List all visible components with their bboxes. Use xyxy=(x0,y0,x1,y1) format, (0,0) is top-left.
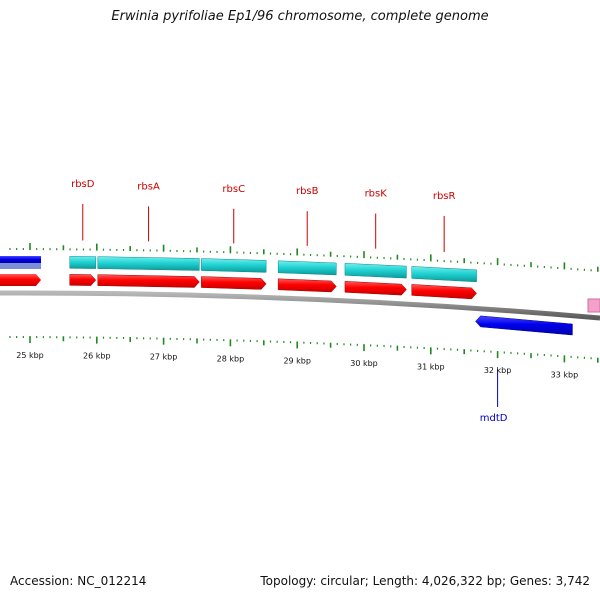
gene-label-rbsB: rbsB xyxy=(296,186,319,197)
map-title: Erwinia pyrifoliae Ep1/96 chromosome, co… xyxy=(111,9,489,24)
forward-gene-rbsB xyxy=(277,278,337,293)
scale-label-layer: 25 kbp 26 kbp 27 kbp 28 kbp 29 kbp 30 kbp 31 k… xyxy=(16,351,578,379)
scale-label: 26 kbp xyxy=(83,352,111,361)
gene-label-rbsR: rbsR xyxy=(433,191,456,202)
partial-reverse-cds-band xyxy=(0,263,41,269)
partial-reverse-gene xyxy=(0,256,41,263)
scale-label: 27 kbp xyxy=(150,353,178,362)
cds-band-rbsR xyxy=(411,266,477,283)
gene-label-layer: rbsD rbsA rbsC rbsB rbsK rbsR mdtD xyxy=(71,179,508,424)
cds-band-layer xyxy=(69,256,477,283)
forward-gene-rbsC xyxy=(201,276,267,290)
cds-band-rbsB xyxy=(277,260,337,276)
scale-label: 30 kbp xyxy=(350,359,378,368)
genome-stats: Topology: circularLength: 4,026,322 bpGe… xyxy=(260,574,590,588)
forward-gene-rbsD xyxy=(69,274,97,286)
partial-pink-feature xyxy=(587,298,600,313)
length-text: Length: 4,026,322 bp xyxy=(365,574,502,588)
topology-text: Topology: circular xyxy=(260,574,365,588)
gene-label-rbsC: rbsC xyxy=(222,184,245,195)
scale-label: 28 kbp xyxy=(217,354,245,363)
cds-band-rbsK xyxy=(344,263,407,279)
partial-forward-gene xyxy=(0,274,41,286)
reverse-gene-mdtD xyxy=(475,315,573,336)
tick-row-bottom xyxy=(9,336,599,363)
cds-band-rbsC xyxy=(201,258,267,273)
chromosome-backbone xyxy=(0,290,600,321)
cds-band-rbsA xyxy=(97,256,200,271)
accession-info: Accession: NC_012214 xyxy=(10,574,146,588)
accession-value: NC_012214 xyxy=(77,574,147,588)
forward-gene-rbsK xyxy=(344,281,407,296)
scale-label: 31 kbp xyxy=(417,362,445,371)
tick-row-top xyxy=(9,243,599,272)
scale-label: 32 kbp xyxy=(484,366,512,375)
gene-label-rbsA: rbsA xyxy=(137,181,160,192)
gene-label-mdtD: mdtD xyxy=(480,413,508,424)
forward-gene-rbsA xyxy=(97,274,200,288)
scale-label: 33 kbp xyxy=(551,370,579,379)
forward-gene-rbsR xyxy=(411,284,477,300)
scale-label: 25 kbp xyxy=(16,351,44,360)
gene-count-text: Genes: 3,742 xyxy=(502,574,590,588)
gene-layer xyxy=(69,274,573,336)
gene-label-rbsK: rbsK xyxy=(365,189,388,200)
cds-band-rbsD xyxy=(69,256,97,269)
scale-label: 29 kbp xyxy=(283,356,311,365)
gene-label-rbsD: rbsD xyxy=(71,179,95,190)
accession-label: Accession: xyxy=(10,574,74,588)
